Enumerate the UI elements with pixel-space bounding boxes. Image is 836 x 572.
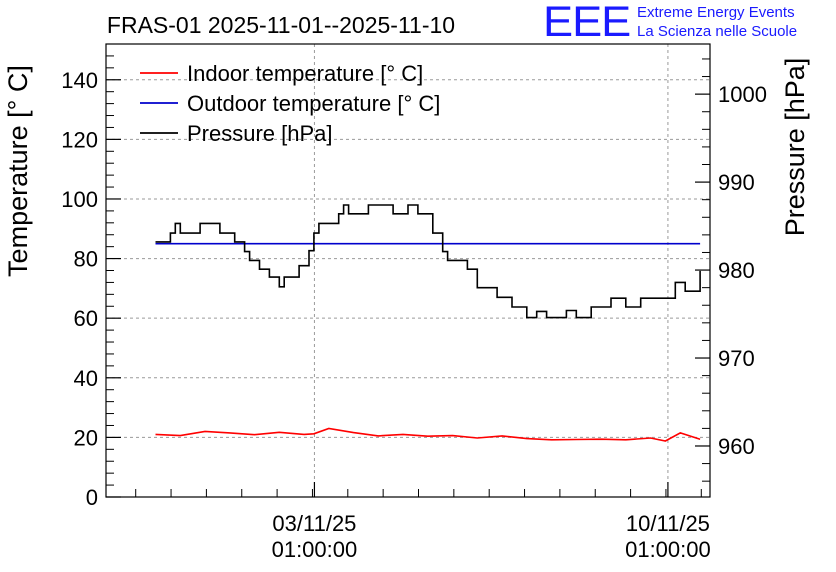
logo-line-2: La Scienza nelle Scuole <box>637 23 798 40</box>
y2-axis-label: Pressure [hPa] <box>780 58 810 237</box>
y-axis-label: Temperature [° C] <box>3 65 33 277</box>
x-tick-sublabel: 01:00:00 <box>625 537 711 562</box>
data-series <box>155 204 701 442</box>
y2-tick-label: 990 <box>718 170 755 195</box>
y-tick-label: 100 <box>61 187 98 212</box>
series-line-indoor <box>155 427 701 442</box>
y2-tick-label: 970 <box>718 346 755 371</box>
axes: 0 20 40 60 80 100 120 140 960 970 980 990 1000 03/11/… <box>61 43 767 562</box>
y-tick-label: 20 <box>74 425 98 450</box>
y-tick-label: 80 <box>74 247 98 272</box>
y2-tick-label: 980 <box>718 258 755 283</box>
legend: Indoor temperature [° C] Outdoor temperat… <box>140 61 440 146</box>
x-tick-label: 10/11/25 <box>626 511 710 536</box>
y-tick-label: 140 <box>61 68 98 93</box>
x-tick-sublabel: 01:00:00 <box>272 537 358 562</box>
eee-logo-mark: EEE <box>543 0 631 46</box>
y-tick-label: 120 <box>61 127 98 152</box>
legend-label: Indoor temperature [° C] <box>187 61 423 86</box>
y2-tick-label: 960 <box>718 434 755 459</box>
series-line-pressure <box>155 204 701 319</box>
legend-label: Pressure [hPa] <box>187 121 333 146</box>
logo-line-1: Extreme Energy Events <box>637 4 795 21</box>
y-tick-label: 0 <box>86 485 98 510</box>
y-tick-label: 40 <box>74 366 98 391</box>
legend-label: Outdoor temperature [° C] <box>187 91 440 116</box>
y2-tick-label: 1000 <box>718 82 767 107</box>
grid-lines <box>106 44 710 497</box>
chart-title: FRAS-01 2025-11-01--2025-11-10 <box>107 12 455 38</box>
y-tick-label: 60 <box>74 306 98 331</box>
x-tick-label: 03/11/25 <box>272 511 356 536</box>
